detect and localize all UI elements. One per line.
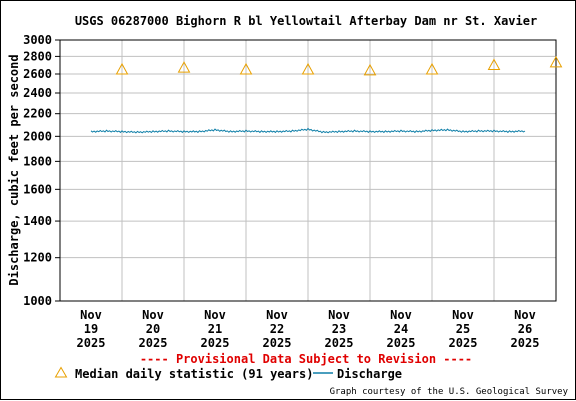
x-tick-day: 19 bbox=[84, 322, 98, 336]
x-tick-month: Nov bbox=[266, 308, 288, 322]
median-triangle-marker bbox=[301, 62, 315, 75]
y-tick-label: 2000 bbox=[23, 129, 52, 143]
y-tick-label: 2800 bbox=[23, 49, 52, 63]
y-tick-label: 2200 bbox=[23, 107, 52, 121]
y-tick-label: 1600 bbox=[23, 182, 52, 196]
discharge-series-line bbox=[90, 127, 526, 134]
median-triangle-marker bbox=[115, 62, 129, 75]
x-tick-year: 2025 bbox=[201, 336, 230, 350]
x-tick-year: 2025 bbox=[77, 336, 106, 350]
x-tick-day: 24 bbox=[394, 322, 408, 336]
y-tick-label: 1200 bbox=[23, 251, 52, 265]
x-tick-day: 22 bbox=[270, 322, 284, 336]
x-tick-month: Nov bbox=[514, 308, 536, 322]
series bbox=[90, 55, 563, 134]
x-axis-ticks: Nov192025Nov202025Nov212025Nov222025Nov2… bbox=[77, 308, 540, 350]
median-triangle-marker bbox=[549, 55, 563, 68]
median-triangle-marker bbox=[487, 58, 501, 71]
legend-label-discharge: Discharge bbox=[337, 367, 402, 381]
y-tick-label: 2600 bbox=[23, 67, 52, 81]
plot-area bbox=[59, 39, 557, 302]
x-tick-month: Nov bbox=[80, 308, 102, 322]
y-axis-label: Discharge, cubic feet per second bbox=[7, 54, 21, 285]
y-axis-ticks: 1000 1200 1400 1600 1800 2000 2200 2400 2600 2800… bbox=[23, 33, 60, 308]
median-triangle-marker bbox=[363, 63, 377, 76]
grid bbox=[60, 39, 556, 302]
x-tick-month: Nov bbox=[142, 308, 164, 322]
x-tick-day: 26 bbox=[518, 322, 532, 336]
x-tick-month: Nov bbox=[204, 308, 226, 322]
legend-label-median: Median daily statistic (91 years) bbox=[75, 367, 313, 381]
x-tick-year: 2025 bbox=[387, 336, 416, 350]
x-tick-month: Nov bbox=[328, 308, 350, 322]
x-tick-day: 21 bbox=[208, 322, 222, 336]
chart-title: USGS 06287000 Bighorn R bl Yellowtail Af… bbox=[75, 14, 537, 28]
y-tick-label: 2400 bbox=[23, 86, 52, 100]
legend: Median daily statistic (91 years) Discha… bbox=[54, 366, 402, 381]
x-tick-day: 23 bbox=[332, 322, 346, 336]
x-tick-year: 2025 bbox=[139, 336, 168, 350]
y-tick-label: 1400 bbox=[23, 214, 52, 228]
x-tick-year: 2025 bbox=[263, 336, 292, 350]
x-tick-day: 20 bbox=[146, 322, 160, 336]
provisional-note: ---- Provisional Data Subject to Revisio… bbox=[140, 352, 472, 366]
y-tick-label: 1800 bbox=[23, 154, 52, 168]
y-tick-label: 1000 bbox=[23, 294, 52, 308]
x-tick-year: 2025 bbox=[325, 336, 354, 350]
y-tick-label: 3000 bbox=[23, 33, 52, 47]
credit-text: Graph courtesy of the U.S. Geological Su… bbox=[330, 387, 569, 397]
x-tick-day: 25 bbox=[456, 322, 470, 336]
median-triangle-marker bbox=[177, 61, 191, 73]
x-tick-year: 2025 bbox=[511, 336, 540, 350]
x-tick-month: Nov bbox=[452, 308, 474, 322]
median-triangle-marker bbox=[239, 62, 253, 75]
x-tick-year: 2025 bbox=[449, 336, 478, 350]
median-triangle-marker bbox=[425, 62, 439, 75]
x-tick-month: Nov bbox=[390, 308, 412, 322]
legend-triangle-icon bbox=[54, 366, 68, 378]
